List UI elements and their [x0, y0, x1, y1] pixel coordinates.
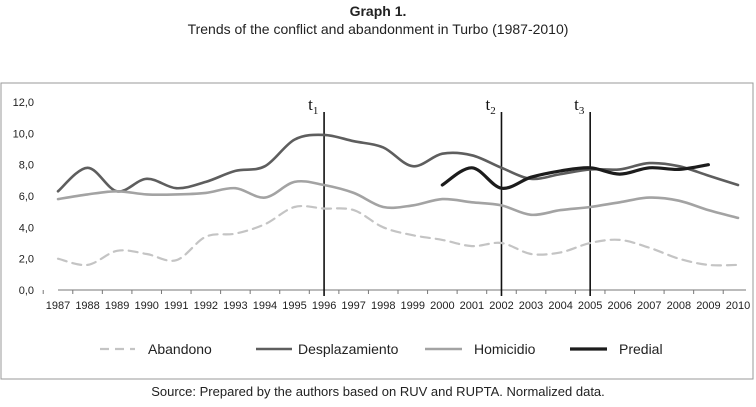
time-marker-label: t3 — [574, 95, 585, 117]
x-tick-label: 2001 — [460, 300, 484, 312]
x-tick-label: 1997 — [341, 300, 365, 312]
x-tick-label: 2008 — [667, 300, 691, 312]
time-markers: t1 t2 t3 — [308, 95, 591, 296]
series-lines — [56, 133, 740, 267]
x-tick-label: 2005 — [578, 300, 602, 312]
y-tick-label: 2,0 — [19, 254, 34, 266]
series-line-homicidio — [56, 179, 740, 220]
x-tick-label: 1996 — [312, 300, 336, 312]
x-tick-label: 1995 — [282, 300, 306, 312]
legend: Abandono Desplazamiento Homicidio Predial — [100, 341, 663, 357]
x-tick-label: 2002 — [489, 300, 513, 312]
y-tick-label: 6,0 — [19, 191, 34, 203]
y-tick-label: 10,0 — [13, 128, 34, 140]
x-tick-label: 2000 — [430, 300, 454, 312]
source-note: Source: Prepared by the authors based on… — [151, 384, 605, 399]
series-line-predial — [440, 163, 710, 190]
y-tick-label: 12,0 — [13, 97, 34, 109]
x-tick-label: 2004 — [548, 300, 572, 312]
x-tick-label: 1991 — [164, 300, 188, 312]
x-tick-label: 2003 — [519, 300, 543, 312]
y-tick-label: 8,0 — [19, 160, 34, 172]
series-line-abandono — [56, 204, 740, 267]
chart-frame — [0, 82, 754, 380]
legend-label-predial: Predial — [619, 341, 663, 357]
legend-label-abandono: Abandono — [148, 341, 212, 357]
x-tick-label: 1989 — [105, 300, 129, 312]
line-chart: 0,0 2,0 4,0 6,0 8,0 10,0 12,0 1987 1988 1989 1990 1… — [0, 82, 754, 380]
legend-label-homicidio: Homicidio — [474, 341, 536, 357]
time-marker-label: t1 — [308, 95, 318, 117]
time-marker-label: t2 — [485, 95, 495, 117]
x-tick-label: 2006 — [607, 300, 631, 312]
y-tick-label: 4,0 — [19, 222, 34, 234]
axis-layer: 0,0 2,0 4,0 6,0 8,0 10,0 12,0 1987 1988 1989 1990 1… — [13, 97, 751, 312]
legend-label-desplazamiento: Desplazamiento — [298, 341, 399, 357]
x-tick-label: 1990 — [134, 300, 158, 312]
x-tick-label: 1988 — [75, 300, 99, 312]
y-tick-label: 0,0 — [19, 285, 34, 297]
x-tick-label: 1994 — [253, 300, 277, 312]
graph-number: Graph 1. — [349, 3, 407, 19]
chart-title: Trends of the conflict and abandonment i… — [187, 21, 569, 37]
x-tick-label: 2009 — [696, 300, 720, 312]
x-tick-label: 1992 — [194, 300, 218, 312]
x-tick-label: 1998 — [371, 300, 395, 312]
x-tick-label: 1999 — [401, 300, 425, 312]
x-tick-label: 2010 — [726, 300, 750, 312]
x-tick-label: 1993 — [223, 300, 247, 312]
x-tick-label: 1987 — [46, 300, 70, 312]
series-line-desplazamiento — [56, 133, 740, 193]
x-tick-label: 2007 — [637, 300, 661, 312]
